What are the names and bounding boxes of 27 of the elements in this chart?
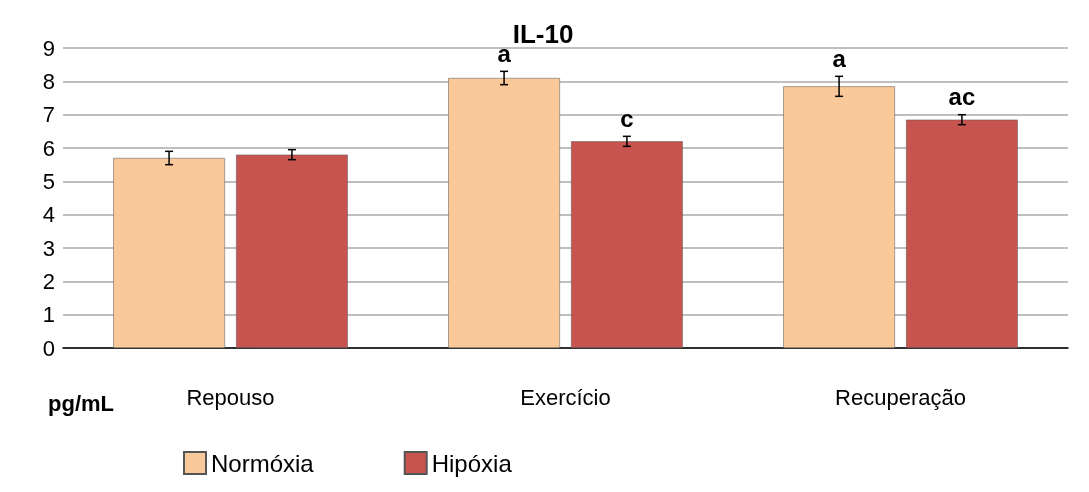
y-tick-label: 2 [42, 268, 55, 294]
bar [783, 86, 895, 348]
x-tick-label: Repouso [186, 384, 275, 410]
bar [571, 141, 683, 348]
chart-title: IL-10 [512, 19, 574, 49]
y-tick-label: 3 [42, 235, 55, 261]
data-label: a [497, 39, 512, 67]
bar [906, 119, 1018, 348]
y-tick-label: 7 [42, 102, 55, 128]
bar [448, 78, 560, 348]
y-tick-label: 4 [42, 202, 55, 228]
text: pg/mL [48, 390, 114, 416]
legend-label: Hipóxia [431, 449, 513, 477]
bar [236, 154, 348, 348]
data-label: a [832, 44, 847, 72]
bar [113, 158, 225, 348]
x-tick-label: Recuperação [835, 384, 966, 410]
data-label: c [620, 104, 634, 132]
y-tick-label: 8 [42, 68, 55, 94]
y-tick-label: 1 [42, 302, 55, 328]
y-tick-label: 9 [42, 35, 55, 61]
y-tick-label: 6 [42, 135, 55, 161]
y-tick-label: 0 [42, 335, 55, 361]
y-tick-label: 5 [42, 168, 55, 194]
data-label: ac [948, 83, 976, 111]
legend-label: Normóxia [211, 449, 315, 477]
x-tick-label: Exercício [520, 384, 611, 410]
